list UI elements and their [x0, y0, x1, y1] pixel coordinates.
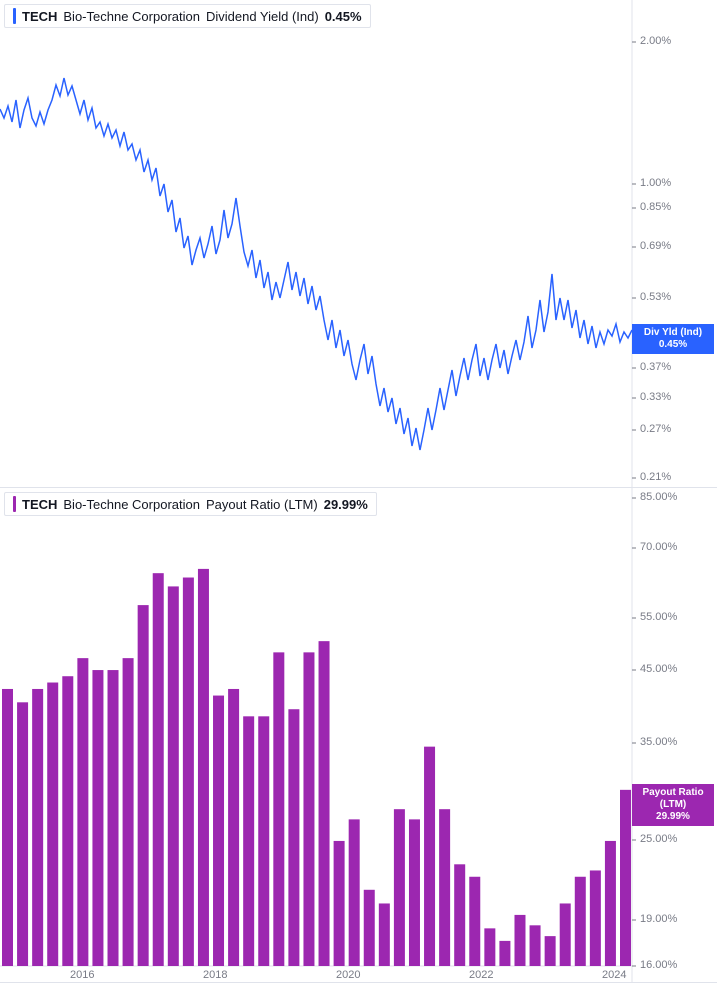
x-axis-tick-label: 2018	[203, 969, 227, 981]
ticker-symbol: TECH	[22, 9, 57, 24]
metric-label: Payout Ratio (LTM)	[206, 497, 318, 512]
x-axis-tick-label: 2016	[70, 969, 94, 981]
y-axis-tick-label: 85.00%	[640, 491, 677, 503]
metric-value: 29.99%	[324, 497, 368, 512]
y-axis-tick-label: 0.21%	[640, 471, 671, 483]
metric-label: Dividend Yield (Ind)	[206, 9, 319, 24]
current-value-badge: Payout Ratio (LTM) 29.99%	[632, 784, 714, 826]
ticker-symbol: TECH	[22, 497, 57, 512]
y-axis-tick-label: 0.27%	[640, 423, 671, 435]
company-name: Bio-Techne Corporation	[63, 9, 200, 24]
x-axis-tick-label: 2020	[336, 969, 360, 981]
y-axis-tick-label: 0.85%	[640, 201, 671, 213]
chart-header: TECH Bio-Techne Corporation Dividend Yie…	[4, 4, 371, 28]
payout-ratio-panel[interactable]: TECH Bio-Techne Corporation Payout Ratio…	[0, 488, 717, 983]
y-axis-tick-label: 25.00%	[640, 833, 677, 845]
y-axis-tick-label: 55.00%	[640, 611, 677, 623]
metric-value: 0.45%	[325, 9, 362, 24]
y-axis-tick-label: 35.00%	[640, 736, 677, 748]
y-axis-tick-label: 0.53%	[640, 291, 671, 303]
y-axis-tick-label: 2.00%	[640, 35, 671, 47]
payout-ratio-chart[interactable]	[0, 488, 717, 983]
x-axis-tick-label: 2024	[602, 969, 626, 981]
y-axis-tick-label: 1.00%	[640, 177, 671, 189]
dividend-yield-panel[interactable]: TECH Bio-Techne Corporation Dividend Yie…	[0, 0, 717, 488]
y-axis-tick-label: 70.00%	[640, 541, 677, 553]
y-axis-tick-label: 0.33%	[640, 391, 671, 403]
y-axis-tick-label: 16.00%	[640, 959, 677, 971]
x-axis-tick-label: 2022	[469, 969, 493, 981]
y-axis-tick-label: 0.37%	[640, 361, 671, 373]
y-axis-tick-label: 45.00%	[640, 663, 677, 675]
series-color-indicator	[13, 8, 16, 24]
dividend-yield-chart[interactable]	[0, 0, 717, 488]
series-color-indicator	[13, 496, 16, 512]
y-axis-tick-label: 0.69%	[640, 240, 671, 252]
company-name: Bio-Techne Corporation	[63, 497, 200, 512]
current-value-badge: Div Yld (Ind) 0.45%	[632, 324, 714, 354]
y-axis-tick-label: 19.00%	[640, 913, 677, 925]
chart-header: TECH Bio-Techne Corporation Payout Ratio…	[4, 492, 377, 516]
